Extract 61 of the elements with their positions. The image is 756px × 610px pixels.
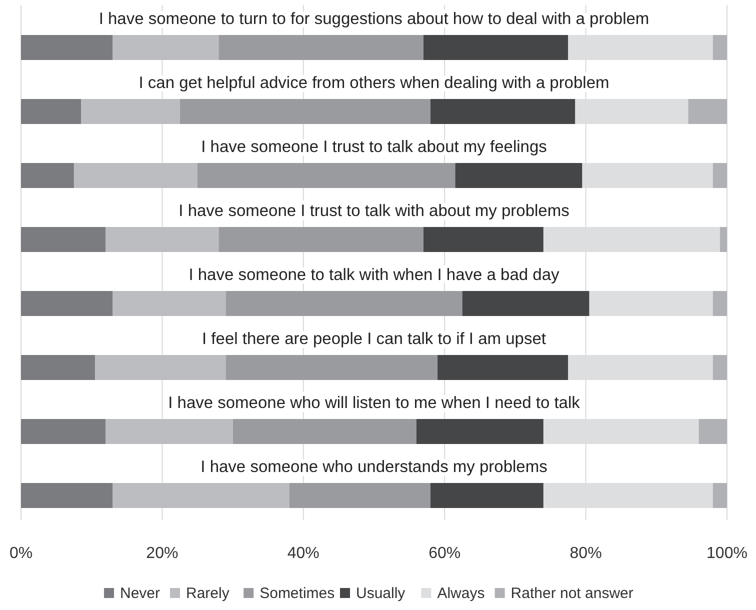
bar xyxy=(438,355,568,380)
bar xyxy=(218,35,424,60)
bar xyxy=(106,227,219,252)
legend-label: Always xyxy=(437,585,485,602)
bar xyxy=(416,419,544,444)
y-tick-label: I can get helpful advice from others when dealing with a problem xyxy=(138,74,610,92)
y-tick-label: I have someone I trust to talk with about my problems xyxy=(178,202,570,220)
bar xyxy=(95,355,226,380)
bar xyxy=(21,35,113,60)
bar xyxy=(688,99,727,124)
y-tick-label: I have someone I trust to talk about my feelings xyxy=(201,138,547,156)
x-tick-label: 80% xyxy=(570,545,602,562)
x-tick-label: 0% xyxy=(9,545,33,562)
y-tick-label: I feel there are people I can talk to if I am upset xyxy=(202,330,546,348)
bar xyxy=(21,419,106,444)
bar xyxy=(698,419,727,444)
bar xyxy=(232,419,416,444)
bar xyxy=(712,355,727,380)
bar xyxy=(430,99,576,124)
bar xyxy=(226,355,438,380)
bar xyxy=(21,163,74,188)
bar xyxy=(462,291,590,316)
x-tick-label: 100% xyxy=(706,545,748,562)
bar xyxy=(112,35,219,60)
bar xyxy=(712,163,727,188)
legend-label: Never xyxy=(120,585,160,602)
bar xyxy=(712,291,727,316)
bar xyxy=(720,227,727,252)
bar xyxy=(112,483,290,508)
y-tick-label: I have someone to talk with when I have a bad day xyxy=(188,266,560,284)
bar xyxy=(430,483,544,508)
x-tick-label: 60% xyxy=(428,545,461,562)
bar xyxy=(712,483,727,508)
bar xyxy=(81,99,180,124)
bar xyxy=(589,291,713,316)
bar xyxy=(112,291,226,316)
bar xyxy=(74,163,198,188)
y-tick-label: I have someone who will listen to me when I need to talk xyxy=(168,394,581,412)
bar xyxy=(21,227,106,252)
bar xyxy=(455,163,582,188)
bar xyxy=(712,35,727,60)
y-tick-label: I have someone to turn to for suggestions about how to deal with a problem xyxy=(98,10,650,28)
bar xyxy=(198,163,456,188)
bar xyxy=(21,483,113,508)
bar xyxy=(21,291,113,316)
bar xyxy=(423,35,568,60)
bar xyxy=(106,419,233,444)
x-tick-label: 20% xyxy=(146,545,178,562)
legend-label: Rather not answer xyxy=(510,585,634,602)
legend-label: Sometimes xyxy=(260,585,335,602)
bar xyxy=(180,99,430,124)
bar xyxy=(423,227,544,252)
y-tick-label: I have someone who understands my problems xyxy=(200,458,548,476)
bar xyxy=(21,99,82,124)
bar xyxy=(289,483,430,508)
legend-label: Usually xyxy=(356,585,406,602)
bar xyxy=(218,227,424,252)
bar xyxy=(226,291,462,316)
x-tick-label: 40% xyxy=(287,545,320,562)
bar xyxy=(21,355,96,380)
legend-label: Rarely xyxy=(186,585,230,602)
